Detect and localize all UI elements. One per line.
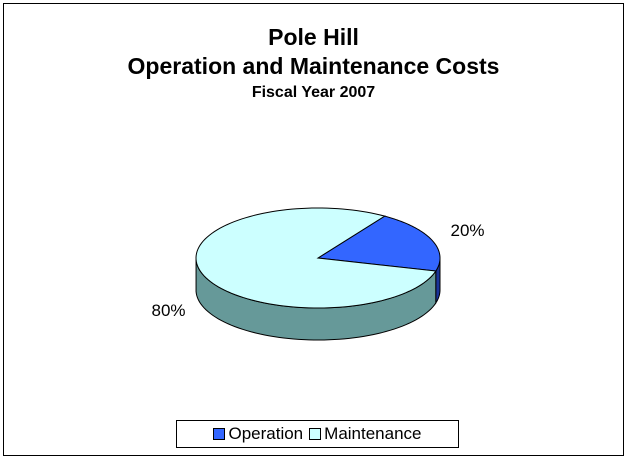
chart-frame: Pole Hill Operation and Maintenance Cost… xyxy=(3,3,624,456)
pie-label-operation: 20% xyxy=(450,221,484,240)
legend-label-operation: Operation xyxy=(228,424,304,443)
pie-labels: 20% 80% xyxy=(151,221,484,320)
pie-tops xyxy=(195,207,441,309)
chart-title: Pole Hill xyxy=(268,24,359,50)
pie-slice-maintenance xyxy=(195,207,437,309)
legend-swatch-maintenance xyxy=(309,428,322,440)
pie-label-maintenance: 80% xyxy=(151,301,185,320)
chart-legend: Operation Maintenance xyxy=(176,420,459,448)
legend-swatch-operation xyxy=(213,428,226,440)
pie-slice-operation xyxy=(316,215,441,272)
legend-label-maintenance: Maintenance xyxy=(324,424,422,443)
chart-subtitle: Operation and Maintenance Costs xyxy=(127,53,500,79)
chart-title-block: Pole Hill Operation and Maintenance Cost… xyxy=(4,22,623,106)
legend-item-maintenance: Maintenance xyxy=(309,424,422,444)
legend-item-operation: Operation xyxy=(213,424,303,444)
chart-subtitle-year: Fiscal Year 2007 xyxy=(251,84,376,101)
